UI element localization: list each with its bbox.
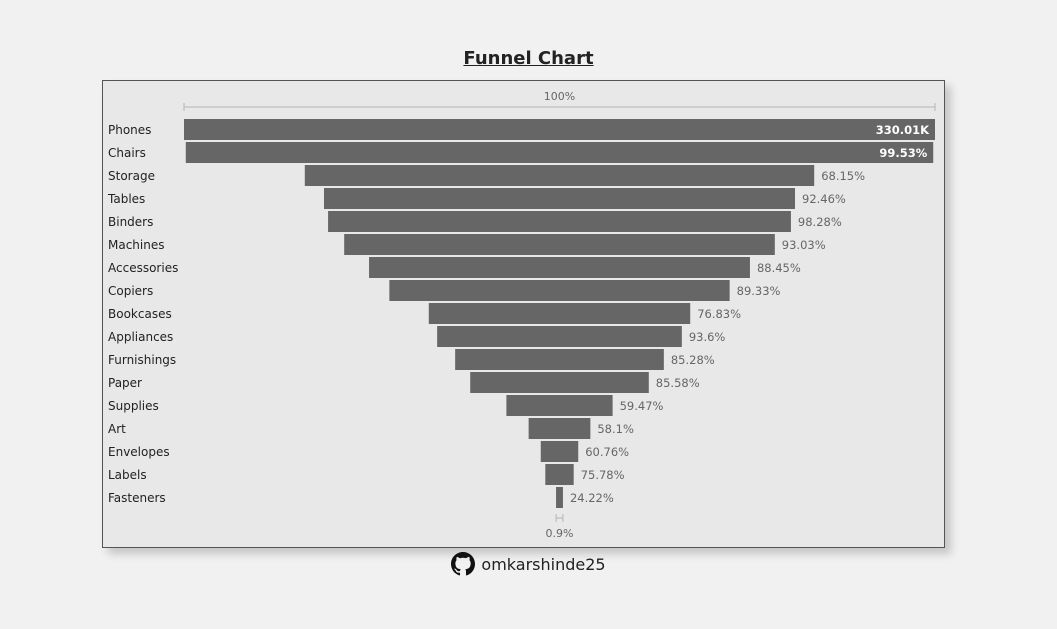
category-label: Copiers (108, 284, 153, 298)
data-label: 85.28% (671, 353, 715, 367)
chart-title: Funnel Chart (463, 48, 594, 69)
funnel-bar (323, 188, 796, 209)
category-label: Furnishings (108, 353, 176, 367)
funnel-bar (428, 303, 691, 324)
data-label: 330.01K (876, 123, 930, 137)
funnel-bar (528, 418, 591, 439)
category-label: Art (108, 422, 126, 436)
data-label: 75.78% (581, 468, 625, 482)
bottom-axis-label: 0.9% (546, 527, 574, 540)
funnel-bar (328, 211, 791, 232)
funnel-bar (540, 441, 579, 462)
chart-card: 100% Phones 330.01K Chairs 99.53% Storage 68.1… (102, 80, 945, 548)
github-icon (451, 552, 476, 576)
category-label: Binders (108, 215, 153, 229)
footer: omkarshinde25 (0, 552, 1057, 576)
data-label: 93.6% (689, 330, 726, 344)
data-label: 93.03% (782, 238, 826, 252)
funnel-bar (506, 395, 613, 416)
funnel-bar (184, 119, 935, 140)
data-label: 24.22% (570, 491, 614, 505)
data-label: 88.45% (757, 261, 801, 275)
category-label: Tables (107, 192, 145, 206)
data-label: 89.33% (737, 284, 781, 298)
funnel-bar (470, 372, 649, 393)
data-label: 60.76% (585, 445, 629, 459)
footer-username: omkarshinde25 (481, 554, 606, 574)
category-label: Storage (108, 169, 155, 183)
funnel-bar (389, 280, 730, 301)
category-label: Machines (108, 238, 164, 252)
funnel-bar (437, 326, 682, 347)
funnel-bar (344, 234, 775, 255)
data-label: 98.28% (798, 215, 842, 229)
funnel-bar (455, 349, 664, 370)
category-label: Accessories (108, 261, 178, 275)
category-label: Bookcases (108, 307, 172, 321)
category-label: Labels (108, 468, 147, 482)
funnel-bar (556, 487, 563, 508)
category-label: Appliances (108, 330, 173, 344)
category-label: Envelopes (108, 445, 170, 459)
funnel-bar (185, 142, 934, 163)
category-label: Fasteners (108, 491, 166, 505)
top-axis-label: 100% (544, 90, 575, 103)
data-label: 58.1% (597, 422, 634, 436)
data-label: 76.83% (697, 307, 741, 321)
data-label: 68.15% (821, 169, 865, 183)
funnel-chart: 100% Phones 330.01K Chairs 99.53% Storage 68.1… (107, 90, 936, 540)
category-label: Phones (108, 123, 151, 137)
data-label: 85.58% (656, 376, 700, 390)
category-label: Supplies (108, 399, 159, 413)
data-label: 92.46% (802, 192, 846, 206)
category-label: Paper (108, 376, 142, 390)
category-label: Chairs (108, 146, 146, 160)
funnel-bar (304, 165, 815, 186)
data-label: 59.47% (620, 399, 664, 413)
data-label: 99.53% (879, 146, 927, 160)
funnel-bar (545, 464, 574, 485)
funnel-bar (369, 257, 750, 278)
